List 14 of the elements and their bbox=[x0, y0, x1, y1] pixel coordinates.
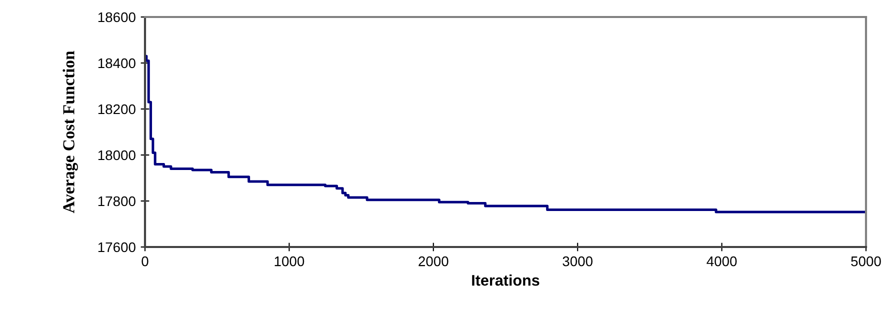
y-tick-label: 17800 bbox=[98, 196, 136, 206]
y-tick-label: 18000 bbox=[98, 150, 136, 160]
y-tick-label: 18600 bbox=[98, 12, 136, 22]
x-tick-label: 2000 bbox=[418, 256, 448, 266]
y-tick-label: 18200 bbox=[98, 104, 136, 114]
x-axis-title: Iterations bbox=[472, 274, 540, 286]
x-tick-label: 0 bbox=[142, 256, 148, 266]
y-tick-label: 17600 bbox=[98, 242, 136, 252]
x-tick-label: 4000 bbox=[706, 256, 737, 266]
x-tick-label: 3000 bbox=[562, 256, 593, 266]
x-tick-label: 1000 bbox=[274, 256, 304, 266]
y-axis-title: Average Cost Function bbox=[62, 50, 78, 214]
x-tick-label: 5000 bbox=[851, 256, 881, 266]
y-tick-label: 18400 bbox=[98, 58, 136, 68]
